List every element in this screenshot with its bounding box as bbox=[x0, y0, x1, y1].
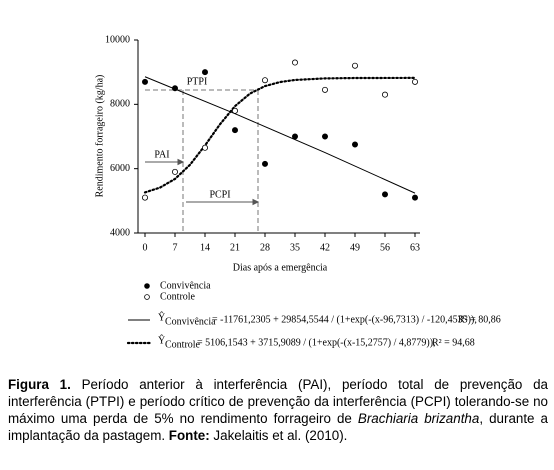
legend-marker bbox=[144, 283, 150, 289]
point bbox=[381, 191, 388, 198]
annotation: PTPI bbox=[187, 76, 208, 87]
point bbox=[411, 194, 418, 201]
source: Jakelaitis et al. (2010). bbox=[209, 428, 348, 443]
y-tick-label: 8000 bbox=[110, 99, 130, 110]
point bbox=[231, 107, 238, 114]
arrows bbox=[145, 158, 260, 206]
point bbox=[171, 168, 178, 175]
point bbox=[381, 91, 388, 98]
x-tick-label: 7 bbox=[173, 242, 178, 253]
point bbox=[171, 85, 178, 92]
annotation: PAI bbox=[154, 149, 169, 160]
point bbox=[351, 141, 358, 148]
y-tick-label: 10000 bbox=[105, 34, 130, 45]
r-squared: R² = 94,68 bbox=[432, 337, 475, 348]
x-label: Dias após a emergência bbox=[233, 262, 328, 273]
x-tick-label: 28 bbox=[260, 242, 270, 253]
x-tick-label: 35 bbox=[290, 242, 300, 253]
reference-lines bbox=[145, 89, 259, 233]
fit-line bbox=[143, 76, 417, 194]
point bbox=[261, 77, 268, 84]
point bbox=[291, 59, 298, 66]
point bbox=[351, 62, 358, 69]
eq-subscript: Convivência bbox=[165, 316, 216, 327]
point bbox=[261, 160, 268, 167]
chart: Rendimento forrageiro (kg/ha) Dias após … bbox=[94, 34, 501, 350]
point bbox=[141, 78, 148, 85]
eq-symbol: Ŷ bbox=[158, 334, 165, 346]
caption: Figura 1. Período anterior à interferênc… bbox=[8, 376, 548, 444]
caption-label: Figura 1. bbox=[8, 377, 71, 392]
x-tick-label: 0 bbox=[143, 242, 148, 253]
point bbox=[231, 127, 238, 134]
point bbox=[321, 133, 328, 140]
legend-marker bbox=[144, 294, 150, 300]
x-tick-label: 63 bbox=[410, 242, 420, 253]
source-label: Fonte: bbox=[168, 428, 210, 443]
point bbox=[321, 86, 328, 93]
fit-line bbox=[144, 76, 416, 194]
x-tick-label: 42 bbox=[320, 242, 330, 253]
equation: = 5106,1543 + 3715,9089 / (1+exp(-(x-15,… bbox=[197, 337, 436, 348]
y-tick-label: 6000 bbox=[110, 163, 130, 174]
point bbox=[291, 133, 298, 140]
point bbox=[141, 194, 148, 201]
annotation: PCPI bbox=[209, 189, 230, 200]
y-tick-label: 4000 bbox=[110, 227, 130, 238]
point bbox=[201, 69, 208, 76]
caption-text: Período anterior à interferência (PAI), … bbox=[8, 377, 549, 426]
x-tick-label: 14 bbox=[200, 242, 210, 253]
eq-symbol: Ŷ bbox=[158, 311, 165, 323]
x-tick-label: 56 bbox=[380, 242, 390, 253]
point bbox=[201, 144, 208, 151]
y-label: Rendimento forrageiro (kg/ha) bbox=[94, 75, 105, 198]
x-tick-label: 49 bbox=[350, 242, 360, 253]
eq-subscript: Controle bbox=[165, 339, 201, 350]
point bbox=[411, 78, 418, 85]
legend-label: Convivência bbox=[160, 280, 211, 291]
equation: = -11761,2305 + 29854,5544 / (1+exp(-(x-… bbox=[212, 314, 477, 325]
caption-text: , durante a implantação da pastagem. bbox=[8, 411, 548, 443]
x-tick-label: 21 bbox=[230, 242, 240, 253]
legend-label: Controle bbox=[160, 291, 196, 302]
species: Brachiaria brizantha bbox=[357, 411, 480, 426]
r-squared: R² = 80,86 bbox=[458, 314, 501, 325]
